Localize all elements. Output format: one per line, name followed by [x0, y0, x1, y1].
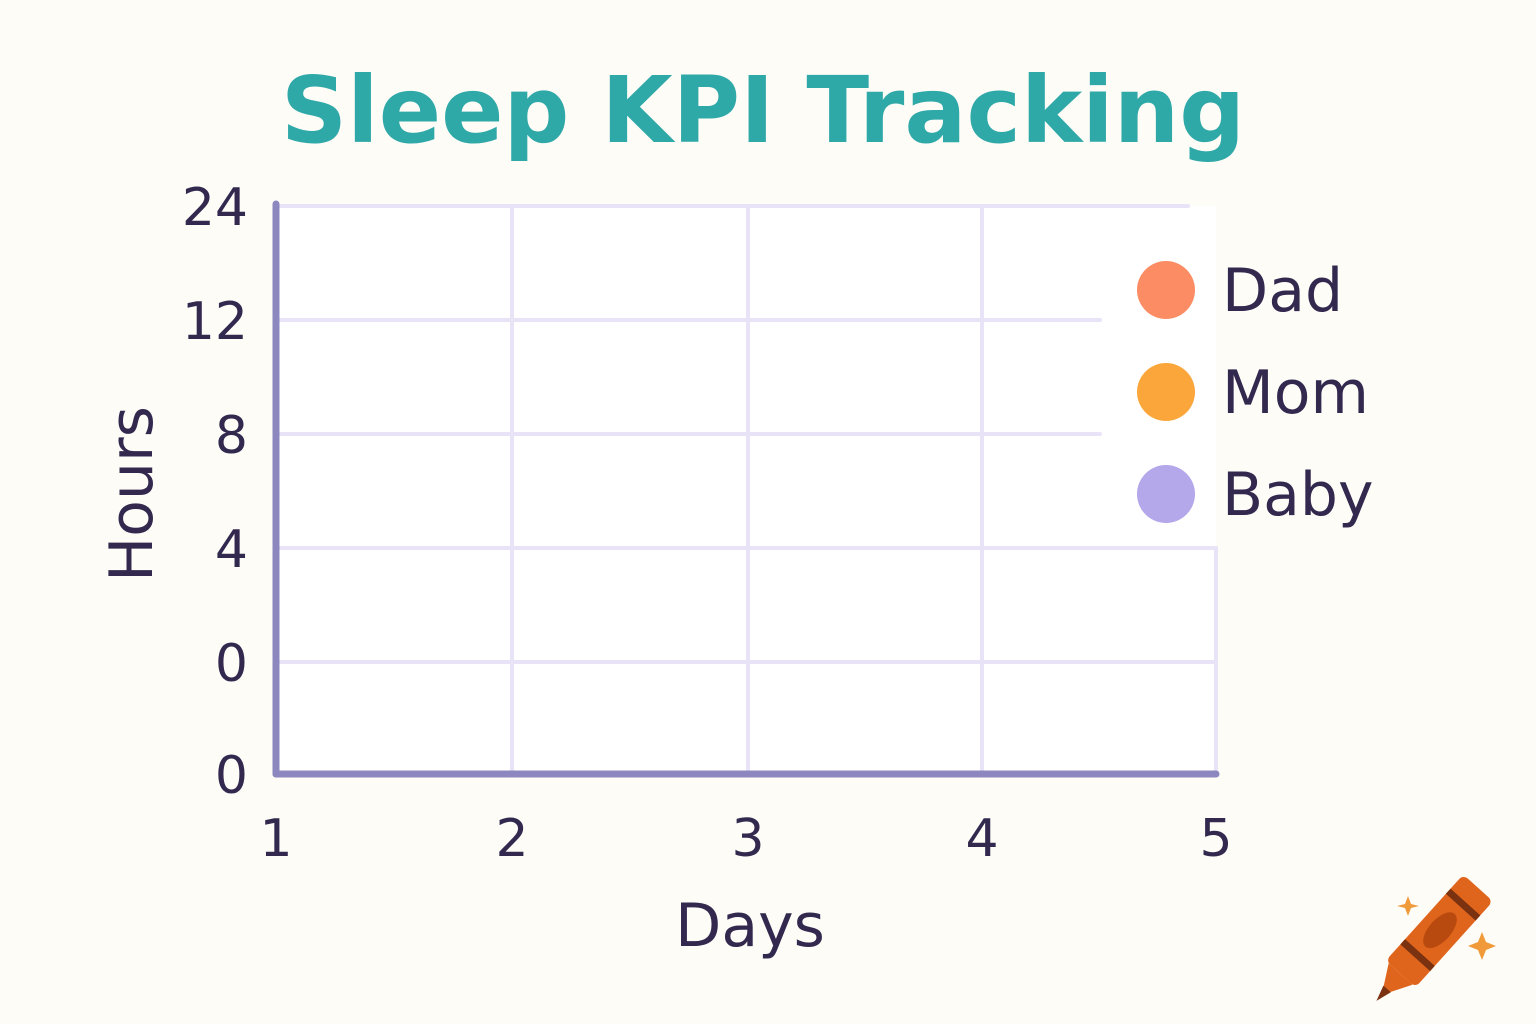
crayon-band	[1400, 939, 1435, 972]
crayon-point	[1376, 985, 1391, 1001]
x-tick-label: 3	[731, 809, 764, 869]
y-tick-label: 0	[215, 634, 248, 694]
y-tick-label: 12	[182, 292, 248, 352]
legend-label: Dad	[1222, 256, 1343, 326]
crayon-label	[1423, 912, 1457, 949]
y-tick-label: 8	[215, 406, 248, 466]
y-tick-label: 4	[215, 520, 248, 580]
legend-label: Baby	[1222, 460, 1374, 530]
legend: Dad Mom Baby	[1137, 256, 1374, 530]
chart-title: Sleep KPI Tracking	[281, 57, 1245, 164]
x-axis-label: Days	[675, 891, 825, 961]
x-tick-label: 5	[1199, 809, 1232, 869]
legend-swatch	[1137, 363, 1195, 421]
sparkle-icon	[1468, 932, 1496, 960]
legend-swatch	[1137, 261, 1195, 319]
crayon-icon	[1376, 876, 1491, 1001]
y-tick-label: 0	[215, 746, 248, 806]
x-tick-label: 2	[495, 809, 528, 869]
legend-item-dad: Dad	[1137, 256, 1343, 326]
crayon-band	[1445, 888, 1481, 921]
legend-swatch	[1137, 465, 1195, 523]
x-tick-label: 1	[259, 809, 292, 869]
y-axis-label: Hours	[97, 406, 167, 582]
legend-item-baby: Baby	[1137, 460, 1374, 530]
legend-item-mom: Mom	[1137, 358, 1369, 428]
x-tick-label: 4	[965, 809, 998, 869]
crayon-tip	[1381, 963, 1413, 995]
legend-label: Mom	[1222, 358, 1369, 428]
gridlines	[274, 204, 1218, 776]
sparkle-icon	[1397, 896, 1419, 916]
axes	[272, 200, 1220, 778]
y-tick-label: 24	[182, 178, 248, 238]
